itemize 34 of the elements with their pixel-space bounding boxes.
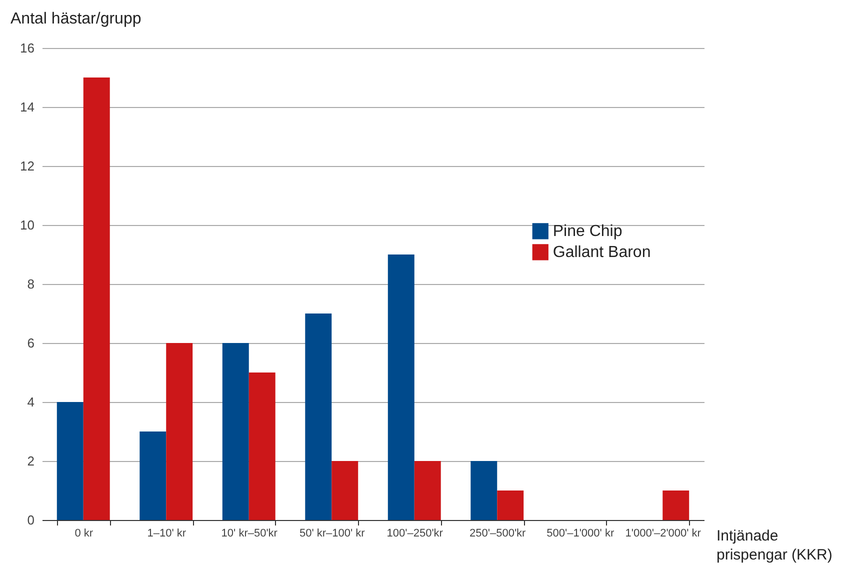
legend-label: Gallant Baron	[552, 244, 651, 262]
bar	[305, 314, 332, 520]
y-tick-label: 4	[27, 394, 34, 410]
y-tick-label: 14	[20, 100, 34, 114]
bar	[470, 461, 498, 520]
bar	[497, 490, 524, 520]
x-tick-label: 1'000'–2'000' kr	[625, 528, 702, 540]
y-tick-label: 6	[27, 336, 34, 350]
y-tick-label: 16	[20, 40, 34, 56]
x-tick-label: 100'–250'kr	[386, 528, 444, 540]
bar	[140, 432, 166, 520]
bar	[662, 490, 690, 520]
bar	[166, 343, 193, 520]
y-tick-label: 0	[27, 512, 34, 528]
bar	[222, 343, 249, 520]
bar	[248, 372, 276, 520]
x-tick-label: 10' kr–50'kr	[221, 528, 278, 540]
y-tick-label: 10	[20, 218, 34, 232]
bar	[332, 461, 358, 520]
y-tick-label: 12	[20, 158, 34, 174]
x-tick-label: 1–10' kr	[147, 528, 186, 540]
x-tick-label: 500'–1'000' kr	[546, 528, 614, 540]
bar	[56, 402, 84, 520]
y-tick-label: 2	[27, 454, 34, 468]
bar	[388, 254, 414, 520]
x-axis-title: Intjänade prispengar (KKR)	[716, 528, 832, 564]
bar	[83, 78, 110, 520]
y-tick-label: 8	[27, 276, 34, 292]
y-axis-title: Antal hästar/grupp	[10, 10, 142, 28]
x-tick-label: 250'–500'kr	[470, 528, 526, 540]
x-tick-label: 50' kr–100' kr	[299, 528, 366, 540]
x-tick-label: 0 kr	[74, 528, 94, 540]
legend-label: Pine Chip	[552, 223, 622, 240]
bar	[414, 461, 441, 520]
